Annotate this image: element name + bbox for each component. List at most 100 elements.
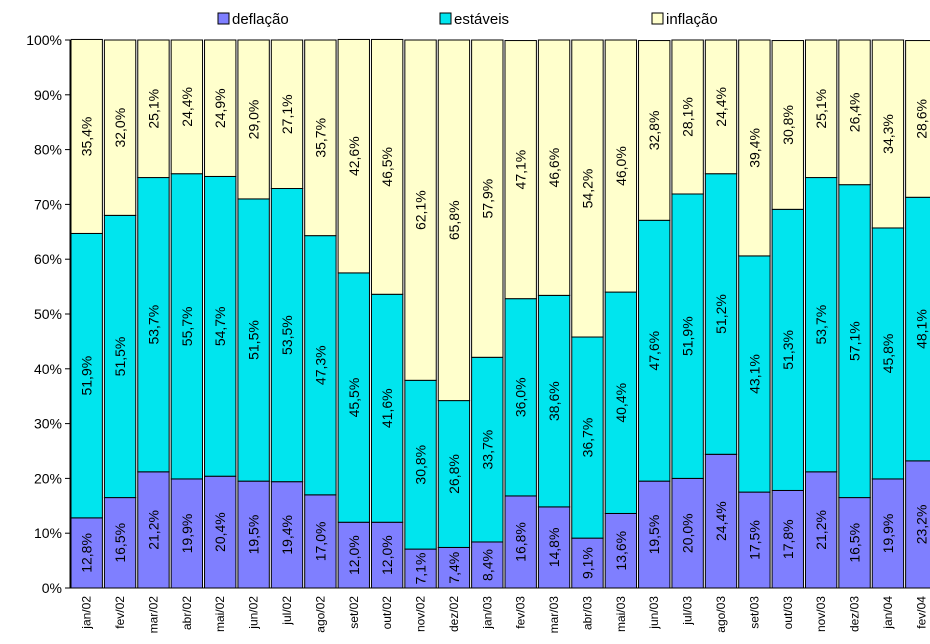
bar-segment-deflacao: [905, 460, 930, 589]
bar-segment-estaveis: [337, 272, 370, 523]
bar-segment-inflacao: [604, 39, 638, 293]
data-label-inflacao: 39,4%: [746, 128, 762, 168]
bar-segment-estaveis: [671, 193, 704, 479]
bar-segment-inflacao: [370, 38, 404, 295]
data-label-inflacao: 30,8%: [780, 105, 796, 145]
data-label-estaveis: 53,5%: [279, 315, 295, 355]
data-label-estaveis: 53,7%: [145, 305, 161, 345]
bar-segment-deflacao: [270, 481, 304, 589]
bar-segment-deflacao: [471, 541, 504, 589]
data-label-estaveis: 43,1%: [746, 354, 762, 394]
data-label-deflacao: 20,4%: [212, 512, 228, 552]
bar-segment-estaveis: [871, 227, 905, 480]
data-label-estaveis: 47,3%: [312, 345, 328, 385]
x-tick-label: fev/02: [113, 596, 127, 629]
bar-segment-inflacao: [804, 39, 838, 179]
bar-segment-inflacao: [170, 39, 204, 175]
data-label-deflacao: 7,4%: [446, 552, 462, 584]
bar-segment-estaveis: [905, 196, 930, 462]
data-label-inflacao: 24,4%: [713, 87, 729, 127]
data-label-inflacao: 57,9%: [479, 179, 495, 219]
bar-segment-inflacao: [137, 39, 170, 179]
data-label-inflacao: 26,4%: [847, 92, 863, 132]
data-label-deflacao: 23,2%: [913, 505, 929, 545]
data-label-estaveis: 57,1%: [847, 321, 863, 361]
bar-segment-estaveis: [537, 294, 571, 508]
data-label-estaveis: 51,5%: [112, 337, 128, 377]
x-tick-label: jan/03: [480, 596, 494, 630]
data-label-deflacao: 17,5%: [746, 520, 762, 560]
bar-segment-estaveis: [571, 336, 604, 539]
data-label-inflacao: 34,3%: [880, 114, 896, 154]
bar-segment-inflacao: [437, 39, 471, 402]
data-label-deflacao: 20,0%: [680, 513, 696, 553]
data-label-inflacao: 65,8%: [446, 200, 462, 240]
x-tick-label: abr/03: [580, 596, 594, 630]
bar-segment-estaveis: [504, 298, 537, 497]
x-tick-label: dez/03: [848, 596, 862, 632]
x-tick-label: fev/03: [514, 596, 528, 629]
x-tick-label: out/03: [781, 596, 795, 630]
bar-segment-inflacao: [404, 39, 437, 381]
bar-segment-deflacao: [504, 495, 537, 589]
data-label-inflacao: 32,0%: [112, 108, 128, 148]
bar-segment-inflacao: [905, 40, 930, 198]
bar-segment-inflacao: [504, 40, 537, 300]
data-label-inflacao: 24,9%: [212, 88, 228, 128]
legend-swatch-estaveis: [439, 12, 452, 25]
data-label-inflacao: 35,7%: [312, 118, 328, 158]
bar-segment-estaveis: [471, 356, 504, 543]
data-label-deflacao: 17,0%: [312, 522, 328, 562]
x-tick-label: fev/04: [914, 596, 928, 629]
bar-segment-inflacao: [537, 39, 571, 296]
data-label-estaveis: 30,8%: [413, 445, 429, 485]
bar-segment-deflacao: [337, 521, 370, 589]
data-label-estaveis: 55,7%: [179, 306, 195, 346]
data-label-estaveis: 36,7%: [579, 418, 595, 458]
bar-segment-inflacao: [70, 38, 103, 234]
data-label-estaveis: 51,5%: [246, 320, 262, 360]
legend-swatch-deflacao: [217, 12, 230, 25]
legend-label-estaveis: estáveis: [454, 11, 509, 28]
data-label-inflacao: 29,0%: [246, 100, 262, 140]
y-tick-label: 100%: [26, 32, 62, 48]
data-label-inflacao: 46,5%: [379, 147, 395, 187]
data-label-deflacao: 9,1%: [579, 547, 595, 579]
data-label-estaveis: 41,6%: [379, 388, 395, 428]
data-label-deflacao: 19,4%: [279, 515, 295, 555]
x-tick-label: mar/02: [146, 596, 160, 634]
x-tick-label: abr/02: [180, 596, 194, 630]
data-label-deflacao: 12,0%: [379, 535, 395, 575]
y-tick-label: 80%: [34, 142, 62, 158]
bar-segment-inflacao: [237, 39, 270, 200]
x-tick-label: jan/02: [80, 596, 94, 630]
legend-label-inflacao: inflação: [666, 11, 718, 28]
data-label-estaveis: 47,6%: [646, 331, 662, 371]
data-label-inflacao: 42,6%: [346, 136, 362, 176]
bar-segment-deflacao: [370, 521, 404, 589]
data-label-deflacao: 24,4%: [713, 501, 729, 541]
bar-segment-inflacao: [738, 39, 771, 257]
data-label-inflacao: 25,1%: [813, 89, 829, 129]
data-label-deflacao: 13,6%: [613, 531, 629, 571]
x-tick-label: jul/03: [681, 596, 695, 626]
bar-segment-inflacao: [304, 39, 337, 237]
bar-segment-estaveis: [771, 208, 804, 491]
data-label-inflacao: 28,1%: [680, 97, 696, 137]
data-label-estaveis: 51,9%: [79, 356, 95, 396]
bar-segment-inflacao: [103, 39, 137, 216]
data-label-estaveis: 26,8%: [446, 454, 462, 494]
data-label-inflacao: 46,0%: [613, 146, 629, 186]
x-tick-label: mai/02: [213, 596, 227, 632]
data-label-inflacao: 27,1%: [279, 94, 295, 134]
x-tick-label: out/02: [380, 596, 394, 630]
data-label-inflacao: 54,2%: [579, 169, 595, 209]
data-label-deflacao: 12,0%: [346, 535, 362, 575]
data-label-estaveis: 45,5%: [346, 378, 362, 418]
y-tick-label: 70%: [34, 196, 62, 212]
bar-segment-deflacao: [137, 471, 170, 589]
bar-segment-deflacao: [704, 453, 738, 589]
bar-segment-deflacao: [738, 491, 771, 589]
bar-segment-estaveis: [604, 291, 638, 514]
data-label-deflacao: 19,5%: [246, 515, 262, 555]
